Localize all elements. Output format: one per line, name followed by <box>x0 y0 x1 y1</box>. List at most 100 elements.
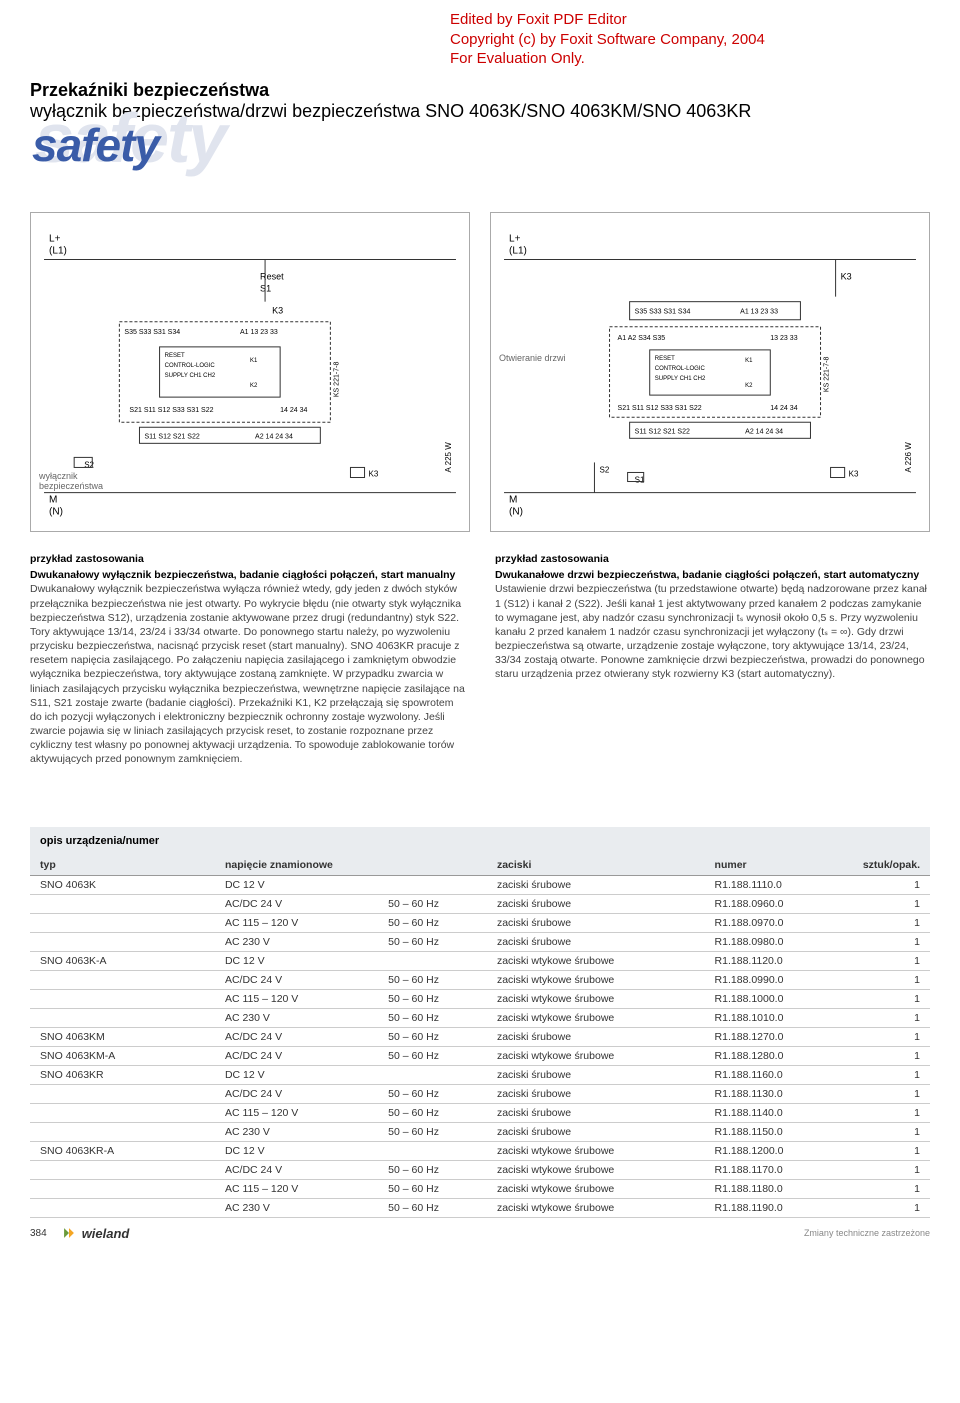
table-cell: R1.188.1140.0 <box>705 1103 846 1122</box>
terminal-strip-left: S11 S12 S21 S22 <box>145 433 200 440</box>
table-cell: DC 12 V <box>215 1141 378 1160</box>
terminals-top-right: A1 13 23 33 <box>240 329 278 336</box>
table-cell: R1.188.0990.0 <box>705 970 846 989</box>
bottom-row-n-r: 14 24 34 <box>770 405 797 412</box>
supply-ch: SUPPLY CH1 CH2 <box>165 373 216 379</box>
k1-label: K1 <box>250 358 258 364</box>
table-cell: SNO 4063KM-A <box>30 1046 215 1065</box>
table-cell: 50 – 60 Hz <box>378 989 487 1008</box>
a1a2-r: A1 A2 S34 S35 <box>618 335 666 342</box>
table-cell: AC 230 V <box>215 1198 378 1217</box>
diagram-right-side-label: Otwieranie drzwi <box>499 353 566 363</box>
table-cell: zaciski wtykowe śrubowe <box>487 1141 705 1160</box>
term-l1: (L1) <box>49 245 67 256</box>
table-cell: zaciski wtykowe śrubowe <box>487 951 705 970</box>
table-cell: zaciski wtykowe śrubowe <box>487 989 705 1008</box>
ref-a225w: A 225 W <box>444 442 453 473</box>
terminals-top-left: S35 S33 S31 S34 <box>124 329 180 336</box>
example-right-sub: Dwukanałowe drzwi bezpieczeństwa, badani… <box>495 568 930 582</box>
table-cell: AC 115 – 120 V <box>215 913 378 932</box>
table-cell: R1.188.1190.0 <box>705 1198 846 1217</box>
table-cell <box>378 875 487 894</box>
table-row: AC 230 V50 – 60 Hzzaciski wtykowe śrubow… <box>30 1198 930 1217</box>
terminals-top-r-left: S35 S33 S31 S34 <box>635 309 691 316</box>
box-ref-left: KS 221-7-8 <box>333 362 340 398</box>
table-cell: AC 115 – 120 V <box>215 1103 378 1122</box>
example-right-heading: przykład zastosowania <box>495 552 930 566</box>
table-cell: 50 – 60 Hz <box>378 1122 487 1141</box>
watermark-line1: Edited by Foxit PDF Editor <box>450 10 765 30</box>
term-l-plus: L+ <box>49 233 61 244</box>
circuit-diagram-left: L+ (L1) M (N) Reset S1 K3 S35 S33 S31 S3… <box>30 212 470 532</box>
table-cell: 1 <box>846 875 930 894</box>
col-napiecie: napięcie znamionowe <box>215 855 378 876</box>
table-row: AC/DC 24 V50 – 60 Hzzaciski wtykowe śrub… <box>30 1160 930 1179</box>
page-footer: 384 wieland Zmiany techniczne zastrzeżon… <box>30 1226 930 1241</box>
table-cell: AC 115 – 120 V <box>215 1179 378 1198</box>
control-logic-r: CONTROL-LOGIC <box>655 366 706 372</box>
table-cell <box>30 1084 215 1103</box>
table-row: AC 230 V50 – 60 Hzzaciski wtykowe śrubow… <box>30 1008 930 1027</box>
table-cell: R1.188.1120.0 <box>705 951 846 970</box>
example-left-heading: przykład zastosowania <box>30 552 465 566</box>
table-row: AC/DC 24 V50 – 60 Hzzaciski śruboweR1.18… <box>30 894 930 913</box>
table-row: SNO 4063KRDC 12 Vzaciski śruboweR1.188.1… <box>30 1065 930 1084</box>
table-cell: R1.188.1110.0 <box>705 875 846 894</box>
table-cell: SNO 4063K <box>30 875 215 894</box>
s2-r: S2 <box>599 465 609 474</box>
reset-s1-label: Reset <box>260 272 284 282</box>
table-cell: zaciski śrubowe <box>487 913 705 932</box>
table-cell: R1.188.1160.0 <box>705 1065 846 1084</box>
table-cell: 1 <box>846 951 930 970</box>
table-cell: zaciski śrubowe <box>487 875 705 894</box>
table-cell <box>30 1160 215 1179</box>
table-cell <box>378 1141 487 1160</box>
schematic-right-svg: L+ (L1) M (N) K3 S35 S33 S31 S34 A1 13 2… <box>499 221 921 523</box>
term-l-plus-r: L+ <box>509 233 521 244</box>
table-cell <box>30 894 215 913</box>
table-cell: 1 <box>846 1065 930 1084</box>
table-cell: SNO 4063KR <box>30 1065 215 1084</box>
example-left-body: Dwukanałowy wyłącznik bezpieczeństwa wył… <box>30 582 465 766</box>
table-cell: 1 <box>846 1160 930 1179</box>
table-cell: 1 <box>846 1122 930 1141</box>
table-cell: AC 230 V <box>215 932 378 951</box>
table-cell: 1 <box>846 989 930 1008</box>
k3-bottom: K3 <box>369 469 379 478</box>
table-cell: zaciski wtykowe śrubowe <box>487 1179 705 1198</box>
col-hz <box>378 855 487 876</box>
table-cell: R1.188.1130.0 <box>705 1084 846 1103</box>
table-row: AC 115 – 120 V50 – 60 Hzzaciski wtykowe … <box>30 1179 930 1198</box>
table-cell: DC 12 V <box>215 875 378 894</box>
table-row: AC 115 – 120 V50 – 60 Hzzaciski wtykowe … <box>30 989 930 1008</box>
table-cell: AC/DC 24 V <box>215 970 378 989</box>
page-number: 384 <box>30 1228 47 1239</box>
table-cell: 50 – 60 Hz <box>378 1103 487 1122</box>
table-cell <box>30 1122 215 1141</box>
table-cell: 1 <box>846 1008 930 1027</box>
table-cell: R1.188.1170.0 <box>705 1160 846 1179</box>
k3-top-r: K3 <box>841 272 852 282</box>
k3-bottom-r: K3 <box>849 469 859 478</box>
table-cell: zaciski wtykowe śrubowe <box>487 1160 705 1179</box>
bottom-row-s-r: S21 S11 S12 S33 S31 S22 <box>618 405 702 412</box>
table-cell <box>30 1198 215 1217</box>
table-cell: zaciski wtykowe śrubowe <box>487 970 705 989</box>
wieland-icon <box>62 1226 76 1240</box>
k2-label: K2 <box>250 383 258 389</box>
table-row: SNO 4063KM-AAC/DC 24 V50 – 60 Hzzaciski … <box>30 1046 930 1065</box>
table-cell: AC/DC 24 V <box>215 1084 378 1103</box>
table-cell: 1 <box>846 970 930 989</box>
watermark-line2: Copyright (c) by Foxit Software Company,… <box>450 30 765 50</box>
pdf-watermark: Edited by Foxit PDF Editor Copyright (c)… <box>450 10 765 69</box>
table-cell <box>30 1008 215 1027</box>
table-cell: R1.188.1200.0 <box>705 1141 846 1160</box>
reset-box-r: RESET <box>655 356 675 362</box>
table-cell: 1 <box>846 1084 930 1103</box>
document-header: Przekaźniki bezpieczeństwa wyłącznik bez… <box>30 80 930 172</box>
table-row: AC 230 V50 – 60 Hzzaciski śruboweR1.188.… <box>30 1122 930 1141</box>
reset-box: RESET <box>165 353 185 359</box>
circuit-diagram-right: L+ (L1) M (N) K3 S35 S33 S31 S34 A1 13 2… <box>490 212 930 532</box>
example-left: przykład zastosowania Dwukanałowy wyłącz… <box>30 552 465 767</box>
table-row: AC/DC 24 V50 – 60 Hzzaciski śruboweR1.18… <box>30 1084 930 1103</box>
